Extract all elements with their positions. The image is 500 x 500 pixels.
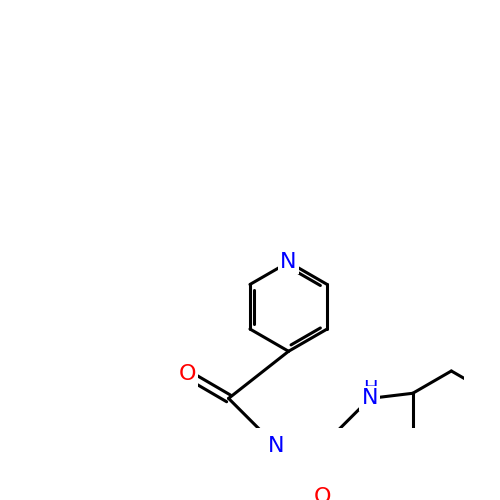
Text: O: O [314,487,332,500]
Text: N: N [362,388,378,408]
Text: O: O [178,364,196,384]
Text: H: H [362,378,377,398]
Text: N: N [268,436,284,456]
Text: N: N [280,252,297,272]
